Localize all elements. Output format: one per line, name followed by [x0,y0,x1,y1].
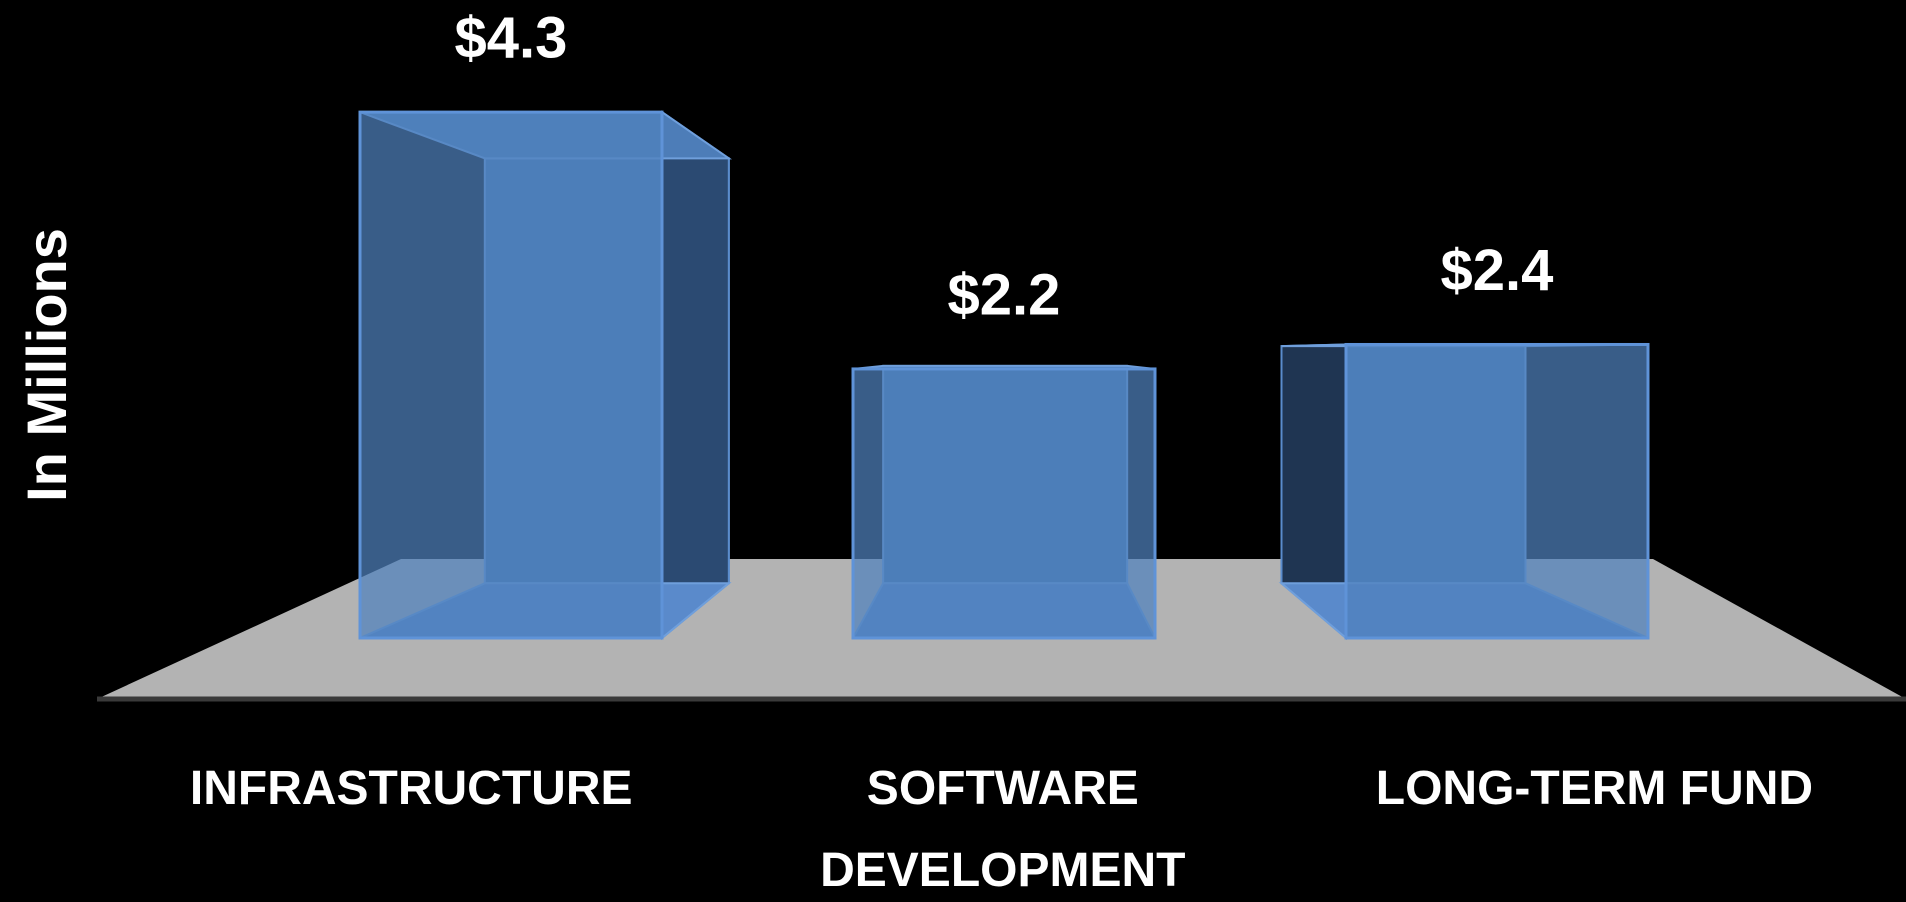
bar [851,367,1157,640]
x-tick-label: SOFTWARE DEVELOPMENT [820,762,1186,897]
bar-side [661,110,730,641]
bar [358,110,664,640]
y-axis-label: In Millions [15,228,78,502]
value-label: $2.4 [1441,238,1554,303]
bar [1344,342,1650,640]
x-tick-label: INFRASTRUCTURE [189,762,633,815]
value-label: $4.3 [455,5,568,70]
value-label: $2.2 [948,262,1061,327]
x-tick-label: LONG-TERM FUND [1375,762,1814,815]
